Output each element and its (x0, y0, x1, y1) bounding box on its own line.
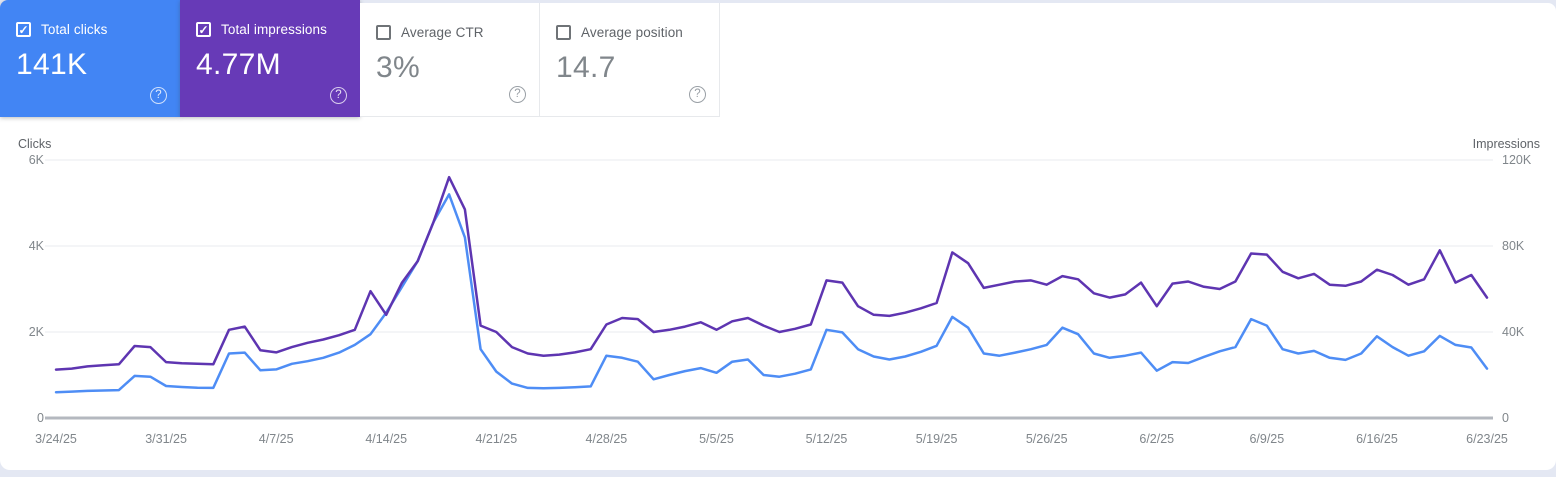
left-axis-tick: 0 (37, 411, 44, 425)
right-axis-tick: 0 (1502, 411, 1509, 425)
help-icon[interactable]: ? (689, 86, 706, 103)
x-axis-date-label: 3/31/25 (145, 432, 187, 446)
left-axis-title: Clicks (18, 137, 51, 151)
card-total-clicks[interactable]: ✓ Total clicks 141K ? (0, 0, 180, 117)
impressions-line[interactable] (54, 175, 1489, 371)
x-axis-date-label: 4/21/25 (475, 432, 517, 446)
x-axis-date-label: 6/9/25 (1249, 432, 1284, 446)
left-axis-tick: 2K (29, 325, 45, 339)
chart-canvas[interactable]: Clicks Impressions 0 0 2K 40K 4K 80K 6K 120K 3/24/… (0, 130, 1556, 465)
card-total-impressions-header: ✓ Total impressions (196, 22, 344, 37)
x-axis-date-label: 5/12/25 (806, 432, 848, 446)
average-ctr-checkbox[interactable] (376, 25, 391, 40)
average-position-value: 14.7 (556, 51, 616, 84)
total-impressions-value: 4.77M (196, 48, 281, 81)
left-axis-tick: 6K (29, 153, 45, 167)
x-axis-date-label: 3/24/25 (35, 432, 77, 446)
card-average-position-header: Average position (556, 25, 703, 40)
card-label: Average CTR (401, 25, 484, 40)
x-axis-date-label: 6/16/25 (1356, 432, 1398, 446)
x-axis-date-label: 4/7/25 (259, 432, 294, 446)
help-icon[interactable]: ? (150, 87, 167, 104)
x-axis-date-label: 5/19/25 (916, 432, 958, 446)
right-axis-tick: 120K (1502, 153, 1532, 167)
metric-cards-row: ✓ Total clicks 141K ? ✓ Total impression… (0, 0, 720, 117)
right-axis-tick: 80K (1502, 239, 1525, 253)
x-axis-date-label: 4/14/25 (365, 432, 407, 446)
right-axis-title: Impressions (1473, 137, 1540, 151)
performance-chart[interactable]: Clicks Impressions 0 0 2K 40K 4K 80K 6K 120K 3/24/… (0, 130, 1556, 465)
right-axis-tick: 40K (1502, 325, 1525, 339)
average-position-checkbox[interactable] (556, 25, 571, 40)
total-clicks-checkbox[interactable]: ✓ (16, 22, 31, 37)
card-total-impressions[interactable]: ✓ Total impressions 4.77M ? (180, 0, 360, 117)
total-impressions-checkbox[interactable]: ✓ (196, 22, 211, 37)
x-axis-date-label: 5/5/25 (699, 432, 734, 446)
x-axis-date-label: 4/28/25 (586, 432, 628, 446)
card-average-ctr-header: Average CTR (376, 25, 523, 40)
help-icon[interactable]: ? (330, 87, 347, 104)
total-clicks-value: 141K (16, 48, 88, 81)
card-label: Total clicks (41, 22, 108, 37)
x-axis-date-label: 6/2/25 (1139, 432, 1174, 446)
card-average-position[interactable]: Average position 14.7 ? (540, 3, 720, 117)
help-icon[interactable]: ? (509, 86, 526, 103)
card-total-clicks-header: ✓ Total clicks (16, 22, 164, 37)
card-label: Total impressions (221, 22, 327, 37)
average-ctr-value: 3% (376, 51, 420, 84)
x-axis-date-label: 5/26/25 (1026, 432, 1068, 446)
clicks-line[interactable] (54, 193, 1489, 394)
card-average-ctr[interactable]: Average CTR 3% ? (360, 3, 540, 117)
left-axis-tick: 4K (29, 239, 45, 253)
x-axis-date-label: 6/23/25 (1466, 432, 1508, 446)
card-label: Average position (581, 25, 683, 40)
